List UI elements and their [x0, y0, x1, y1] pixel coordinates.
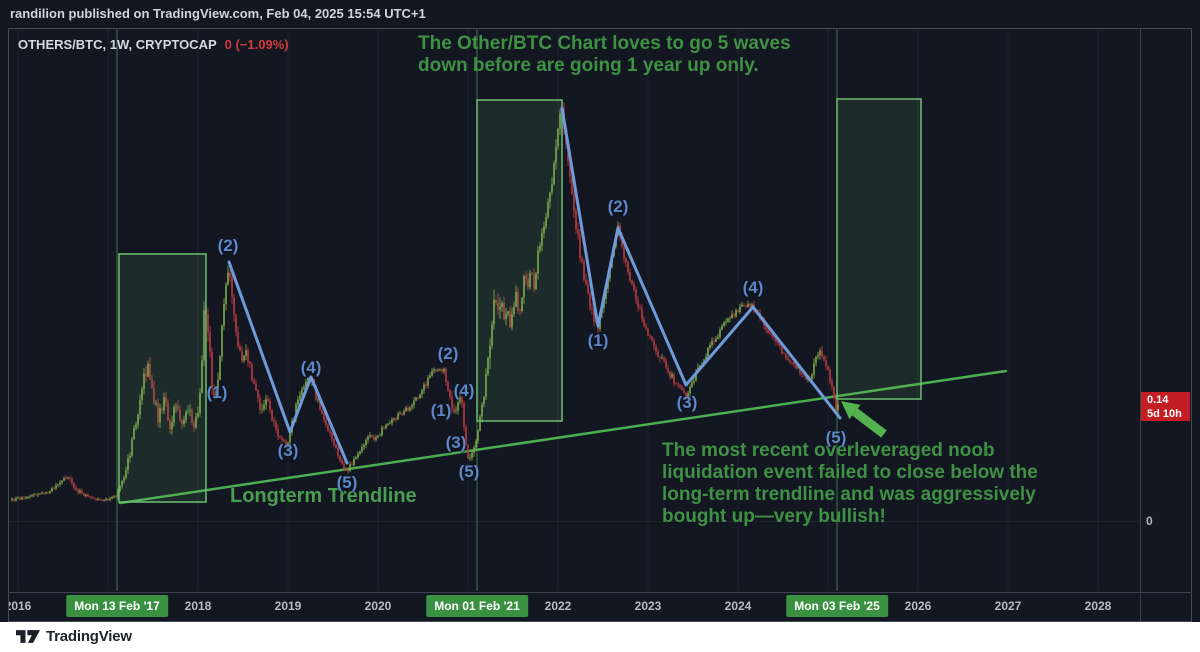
year-label-2028: 2028: [1084, 599, 1112, 613]
year-label-2023: 2023: [634, 599, 662, 613]
symbol-title: OTHERS/BTC, 1W, CRYPTOCAP: [18, 37, 217, 52]
date-badge: Mon 01 Feb '21: [426, 595, 528, 617]
footer-bar: TradingView: [0, 622, 1200, 652]
last-price-badge: 0.14 5d 10h: [1141, 392, 1190, 421]
year-label-2022: 2022: [544, 599, 572, 613]
time-axis[interactable]: 2016 2018 2019 2020 2022 2023 2024 2026 2027 2028…: [9, 593, 1140, 621]
price-tick-zero: 0: [1146, 514, 1153, 528]
publisher-bar: randilion published on TradingView.com, …: [0, 0, 1200, 28]
time-axis-separator: [8, 592, 1192, 593]
year-label-2027: 2027: [994, 599, 1022, 613]
publisher-text: randilion published on TradingView.com, …: [10, 6, 426, 21]
chart-plot[interactable]: [17, 57, 1148, 620]
tradingview-logo[interactable]: TradingView: [16, 627, 132, 646]
tradingview-logo-icon: [16, 630, 40, 643]
symbol-change: 0 (−1.09%): [224, 37, 289, 52]
date-badge: Mon 03 Feb '25: [786, 595, 888, 617]
symbol-legend[interactable]: OTHERS/BTC, 1W, CRYPTOCAP 0 (−1.09%): [18, 37, 289, 52]
year-label-2016: 2016: [9, 599, 32, 613]
year-label-2018: 2018: [184, 599, 212, 613]
price-axis-separator: [1140, 29, 1141, 621]
last-price-value: 0.14: [1147, 394, 1169, 406]
year-label-2020: 2020: [364, 599, 392, 613]
price-axis[interactable]: 0 0.14 5d 10h: [1141, 29, 1192, 592]
year-label-2019: 2019: [274, 599, 302, 613]
year-label-2026: 2026: [904, 599, 932, 613]
year-label-2024: 2024: [724, 599, 752, 613]
tradingview-wordmark: TradingView: [46, 628, 132, 645]
date-badge: Mon 13 Feb '17: [66, 595, 168, 617]
bar-countdown: 5d 10h: [1147, 408, 1182, 420]
